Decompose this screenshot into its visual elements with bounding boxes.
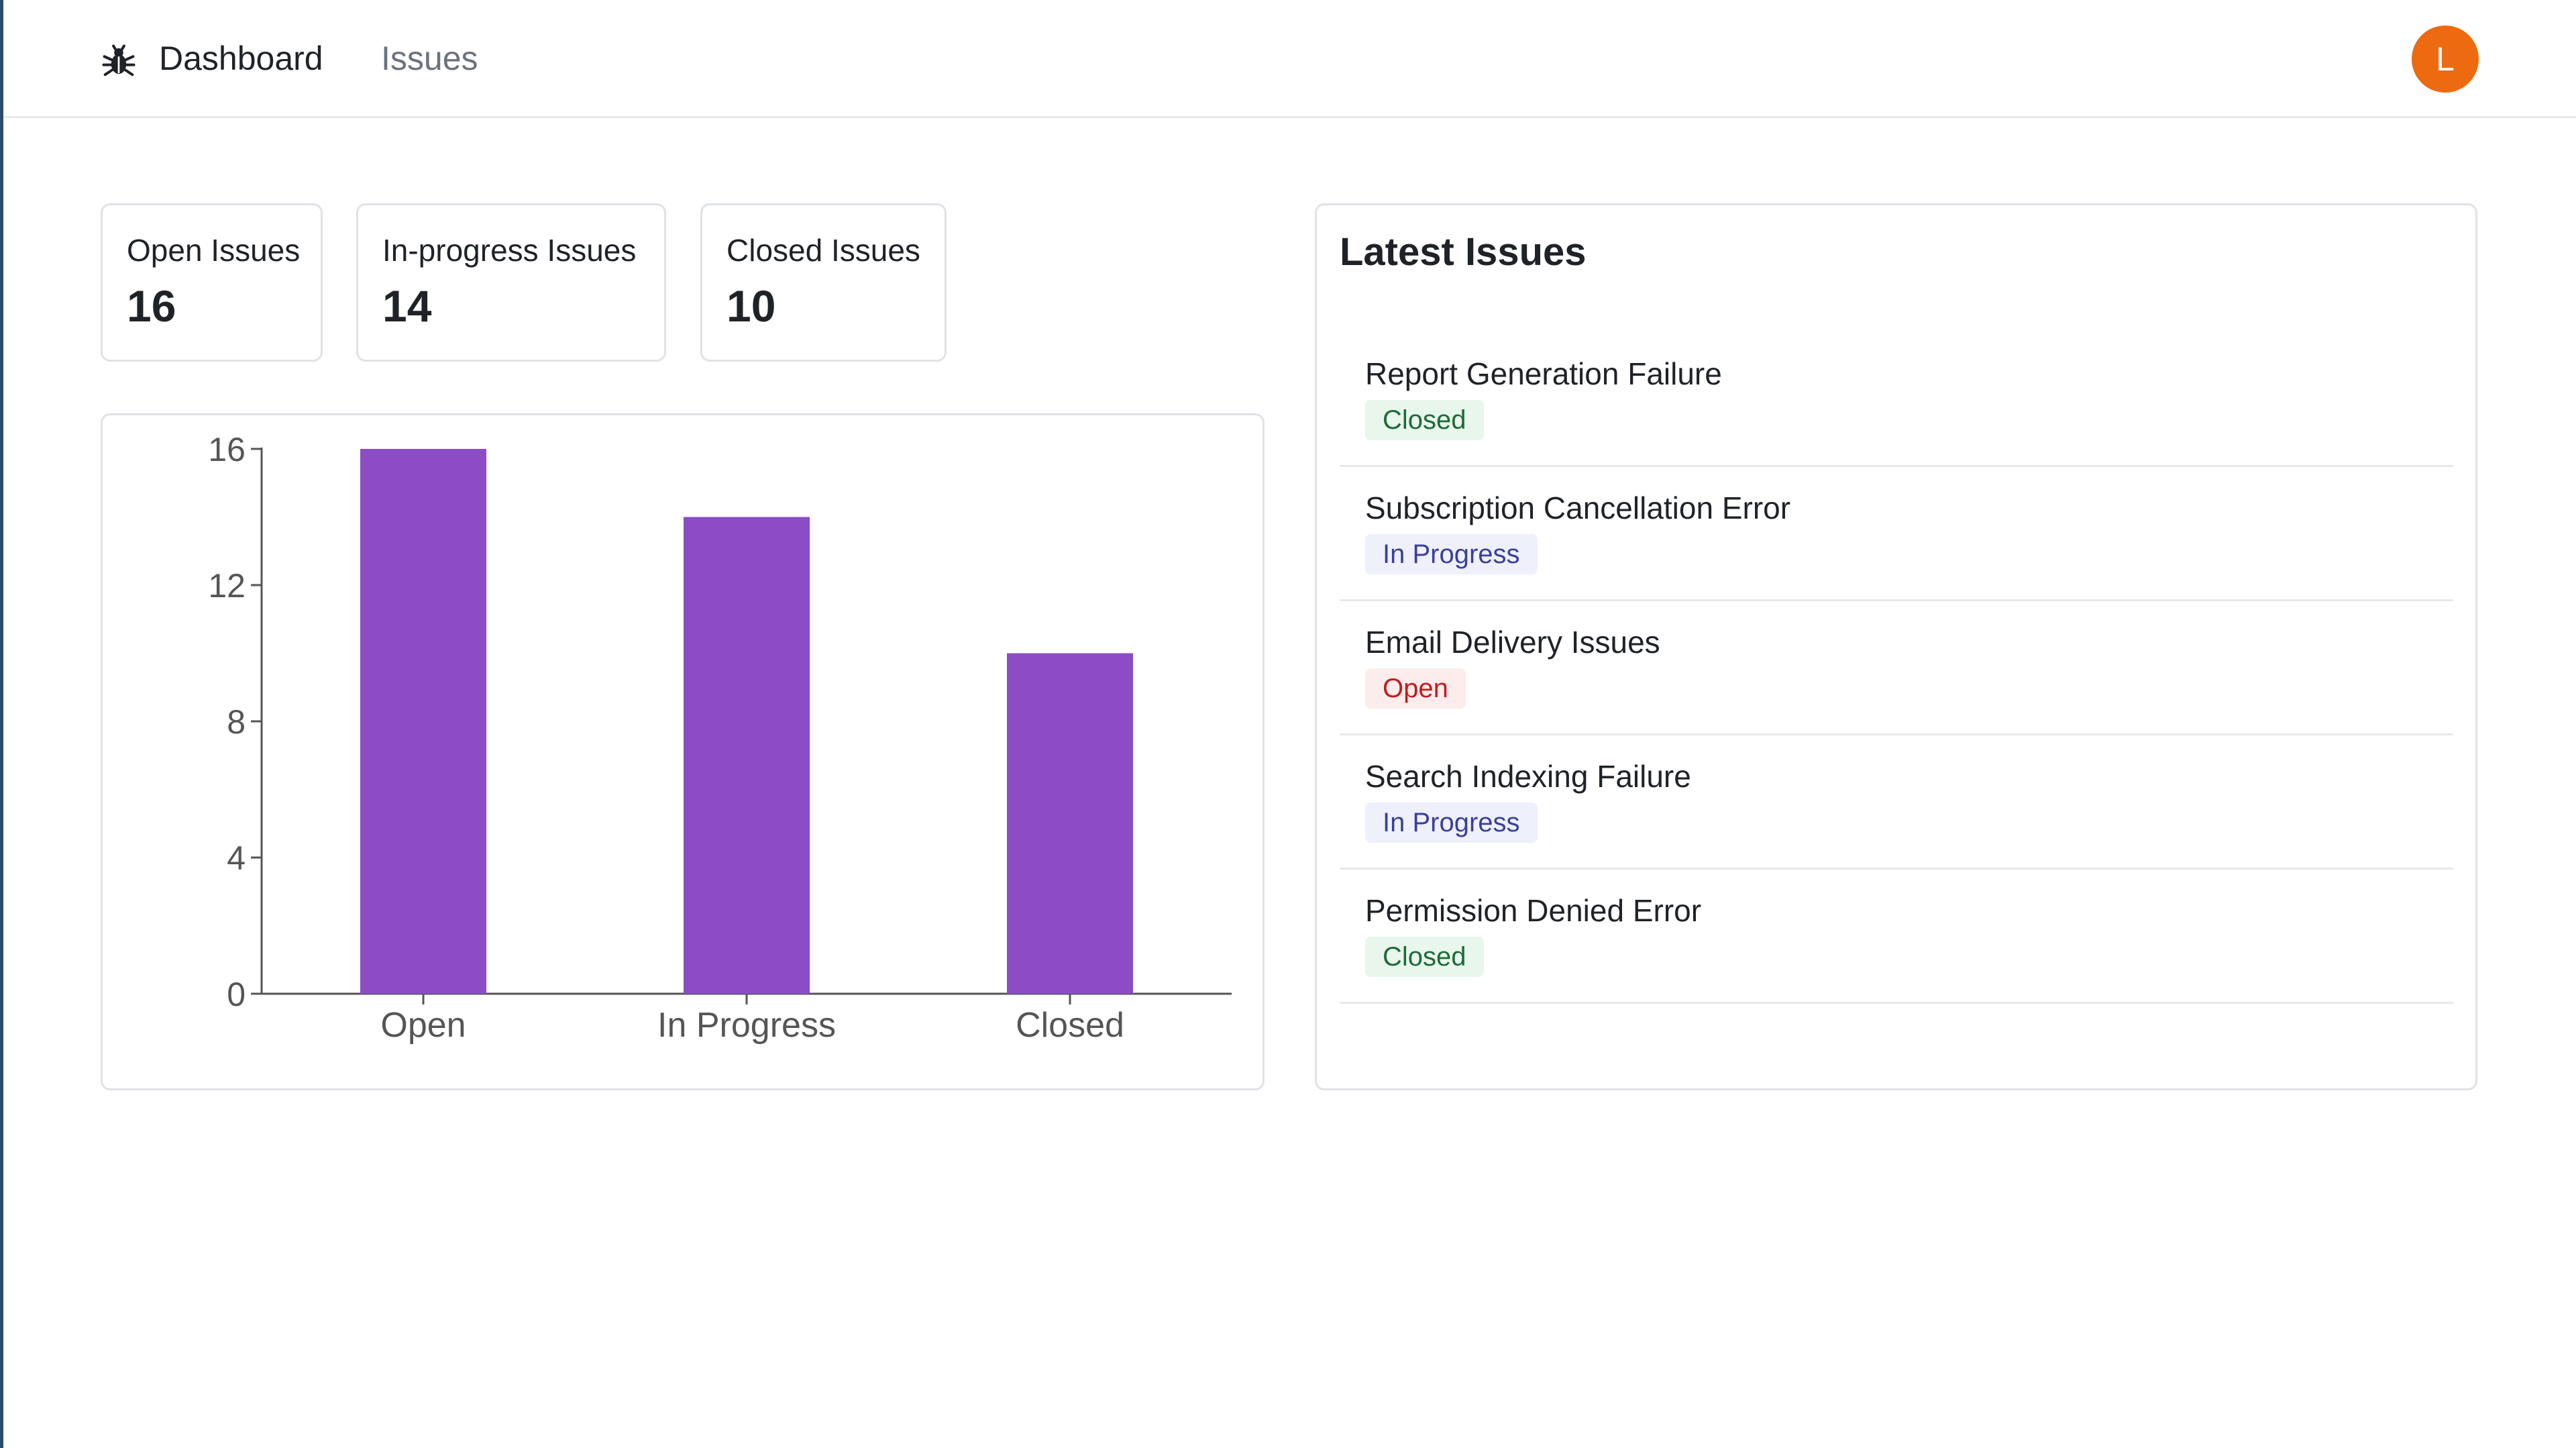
y-tick-label: 16 — [208, 431, 246, 468]
bar-chart-svg: 0 4 8 12 16 Open In Progress Closed — [208, 431, 1232, 1045]
y-tick-label: 0 — [227, 976, 246, 1013]
issue-list: Report Generation Failure Closed Subscript… — [1340, 333, 2453, 1004]
issue-list-item[interactable]: Report Generation Failure Closed — [1340, 333, 2453, 467]
stat-value: 14 — [382, 281, 432, 331]
issue-list-item[interactable]: Subscription Cancellation Error In Progre… — [1340, 467, 2453, 601]
issue-title[interactable]: Report Generation Failure — [1365, 356, 1722, 391]
stat-value: 16 — [127, 281, 176, 331]
top-nav: Dashboard Issues L — [3, 0, 2576, 118]
latest-issues-title: Latest Issues — [1340, 230, 1587, 274]
bar-open — [360, 449, 486, 994]
stat-card-in-progress: In-progress Issues 14 — [356, 203, 666, 362]
bug-icon[interactable] — [101, 43, 137, 79]
latest-issues-panel: Latest Issues Report Generation Failure C… — [1315, 203, 2477, 1090]
issue-list-item[interactable]: Permission Denied Error Closed — [1340, 870, 2453, 1004]
status-badge: Open — [1365, 668, 1466, 709]
status-badge: In Progress — [1365, 803, 1538, 843]
stat-value: 10 — [727, 281, 776, 331]
stat-label: In-progress Issues — [382, 233, 637, 268]
x-tick-label: Open — [380, 1006, 466, 1045]
y-tick-label: 4 — [227, 839, 246, 877]
status-badge: Closed — [1365, 400, 1484, 440]
issue-title[interactable]: Permission Denied Error — [1365, 893, 1702, 928]
user-avatar[interactable]: L — [2412, 25, 2479, 93]
issue-list-item[interactable]: Email Delivery Issues Open — [1340, 601, 2453, 735]
issue-title[interactable]: Search Indexing Failure — [1365, 759, 1691, 794]
issue-title[interactable]: Subscription Cancellation Error — [1365, 490, 1791, 525]
nav-link-dashboard[interactable]: Dashboard — [159, 40, 323, 77]
status-badge: In Progress — [1365, 534, 1538, 574]
stat-card-open: Open Issues 16 — [101, 203, 323, 362]
stat-label: Open Issues — [127, 233, 301, 268]
x-tick-label: In Progress — [657, 1006, 836, 1045]
x-tick-label: Closed — [1016, 1006, 1124, 1045]
stat-label: Closed Issues — [727, 233, 920, 268]
bar-closed — [1007, 653, 1133, 994]
window-edge — [0, 0, 3, 1448]
bar-in-progress — [684, 517, 810, 994]
issue-list-item[interactable]: Search Indexing Failure In Progress — [1340, 735, 2453, 870]
stat-card-closed: Closed Issues 10 — [700, 203, 947, 362]
status-badge: Closed — [1365, 937, 1484, 977]
nav-link-issues[interactable]: Issues — [381, 40, 478, 77]
issue-title[interactable]: Email Delivery Issues — [1365, 625, 1660, 660]
issues-bar-chart: 0 4 8 12 16 Open In Progress Closed — [101, 413, 1265, 1090]
y-tick-label: 12 — [208, 567, 246, 605]
y-tick-label: 8 — [227, 703, 246, 741]
